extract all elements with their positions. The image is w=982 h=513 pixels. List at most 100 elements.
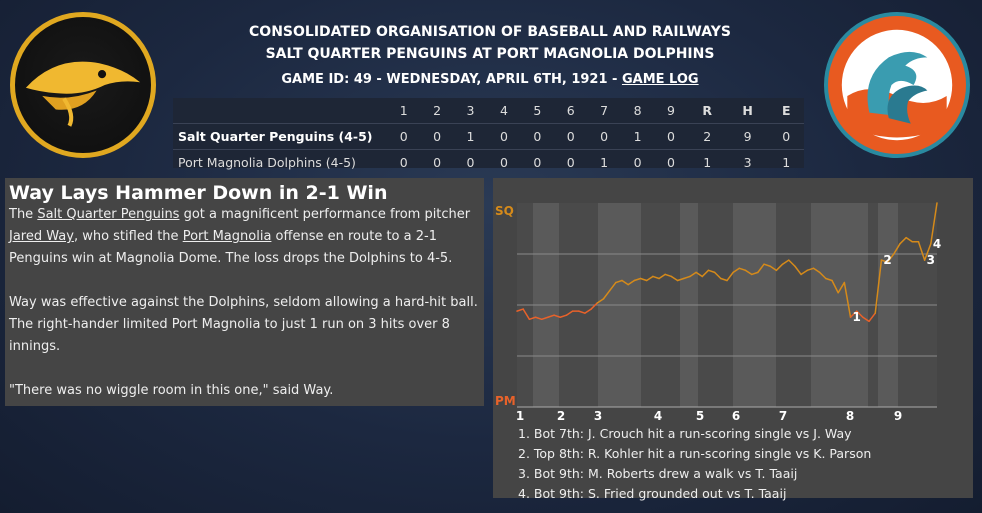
penguin-logo [10, 12, 156, 158]
boxscore-row-away: Salt Quarter Penguins (4-5) 0 0 1 0 0 0 … [173, 123, 804, 150]
story-text: offense en route to a 2-1 Penguins win a… [9, 229, 453, 266]
win-prob-line-segment [639, 277, 648, 282]
win-probability-panel: 1 2 3 4 SQ PM 1 2 3 4 5 6 7 8 9 1. Bot 7th: J. Crouch … [493, 178, 973, 501]
win-prob-line-segment [596, 298, 605, 304]
story-paragraph: The Salt Quarter Penguins got a magnific… [5, 204, 484, 270]
win-prob-line-segment [886, 253, 895, 263]
score-cell: 0 [620, 149, 655, 175]
win-prob-line-segment [917, 241, 926, 261]
runs-cell: 2 [687, 123, 727, 150]
score-cell: 0 [654, 123, 688, 150]
win-prob-line-segment [818, 271, 827, 280]
win-prob-line-segment [899, 236, 907, 245]
inning-label: 8 [846, 409, 854, 423]
game-info: GAME ID: 49 - WEDNESDAY, APRIL 6TH, 1921… [190, 72, 790, 87]
win-prob-line-segment [855, 310, 864, 318]
inning-header: 6 [566, 103, 575, 118]
win-prob-line-segment [559, 314, 568, 318]
win-prob-line-segment [732, 267, 741, 274]
game-log-link[interactable]: GAME LOG [621, 72, 699, 87]
score-cell: 0 [453, 149, 488, 175]
win-prob-line-segment [775, 263, 784, 272]
win-prob-line-segment [689, 271, 697, 278]
win-prob-line-segment [788, 259, 796, 267]
win-prob-line-segment [578, 310, 586, 314]
errors-cell: 1 [768, 149, 804, 175]
win-prob-line-segment [800, 269, 809, 276]
win-prob-line-segment [695, 271, 704, 278]
win-prob-line-segment [849, 310, 858, 318]
win-prob-line-segment [670, 275, 679, 282]
win-prob-line-segment [645, 275, 654, 282]
team-link[interactable]: Port Magnolia [182, 229, 272, 244]
event-marker: 3 [927, 253, 935, 267]
win-prob-line-segment [769, 265, 778, 272]
score-cell: 0 [520, 149, 555, 175]
inning-header: 3 [466, 103, 475, 118]
win-prob-line-segment [893, 243, 901, 255]
story-headline: Way Lays Hammer Down in 2-1 Win [9, 182, 388, 204]
inning-header: 8 [633, 103, 642, 118]
inning-label: 1 [516, 409, 524, 423]
player-link[interactable]: Jared Way [9, 229, 74, 244]
inning-label: 9 [894, 409, 902, 423]
score-cell: 1 [587, 149, 621, 175]
dolphin-logo [824, 12, 970, 158]
win-prob-line-segment [652, 275, 660, 280]
inning-label: 3 [594, 409, 602, 423]
win-prob-line-segment [713, 271, 722, 280]
story-text: , who stifled the [73, 229, 183, 244]
win-prob-line-segment [874, 259, 883, 314]
win-prob-line-segment [781, 259, 790, 265]
win-prob-line-segment [534, 316, 543, 321]
inning-header: 2 [433, 103, 442, 118]
win-prob-line-segment [905, 236, 914, 243]
sq-label: SQ [495, 204, 514, 218]
inning-label: 5 [696, 409, 704, 423]
inning-header: 5 [533, 103, 542, 118]
win-prob-line-segment [522, 308, 531, 321]
win-prob-line-segment [540, 316, 549, 321]
win-prob-line-segment [602, 289, 611, 300]
inning-label: 6 [732, 409, 740, 423]
win-prob-line-segment [633, 277, 642, 282]
score-cell: 0 [554, 149, 588, 175]
score-cell: 0 [554, 123, 588, 150]
story-text: got a magnificent performance from pitch… [179, 207, 471, 222]
score-cell: 0 [487, 123, 521, 150]
inning-label: 7 [779, 409, 787, 423]
runs-cell: 1 [687, 149, 727, 175]
inning-header: 7 [600, 103, 609, 118]
win-prob-line-segment [763, 263, 771, 267]
boxscore-row-home: Port Magnolia Dolphins (4-5) 0 0 0 0 0 0… [173, 149, 804, 175]
win-prob-line-segment [757, 263, 765, 274]
key-event: 1. Bot 7th: J. Crouch hit a run-scoring … [518, 426, 852, 441]
boxscore-team-header [173, 98, 387, 124]
hits-header: H [742, 103, 753, 118]
win-prob-line-segment [738, 267, 747, 272]
event-marker: 2 [883, 253, 891, 267]
story-paragraph: "There was no wiggle room in this one," … [9, 383, 334, 398]
win-prob-line-segment [806, 267, 815, 272]
win-prob-line-segment [516, 308, 524, 312]
hits-cell: 3 [726, 149, 769, 175]
win-prob-line-segment [590, 302, 599, 310]
score-cell: 0 [587, 123, 621, 150]
team-link[interactable]: Salt Quarter Penguins [37, 207, 180, 222]
win-prob-line-segment [923, 243, 932, 261]
game-info-text: GAME ID: 49 - WEDNESDAY, APRIL 6TH, 1921… [281, 72, 618, 87]
win-prob-line-segment [683, 275, 691, 280]
score-cell: 0 [520, 123, 555, 150]
team-name[interactable]: Port Magnolia Dolphins (4-5) [173, 149, 387, 175]
errors-header: E [782, 103, 791, 118]
league-title: CONSOLIDATED ORGANISATION OF BASEBALL AN… [249, 24, 731, 40]
team-name[interactable]: Salt Quarter Penguins (4-5) [173, 123, 387, 150]
boxscore: 1 2 3 4 5 6 7 8 9 R H E Salt Quarter Pen… [173, 98, 804, 175]
key-event: 4. Bot 9th: S. Fried grounded out vs T. … [518, 486, 787, 501]
story-text: The [9, 207, 38, 222]
win-prob-line-segment [868, 312, 876, 323]
inning-header: 4 [499, 103, 508, 118]
win-prob-line-segment [584, 308, 592, 314]
win-prob-line-segment [658, 273, 666, 280]
boxscore-header-row: 1 2 3 4 5 6 7 8 9 R H E [173, 98, 804, 124]
